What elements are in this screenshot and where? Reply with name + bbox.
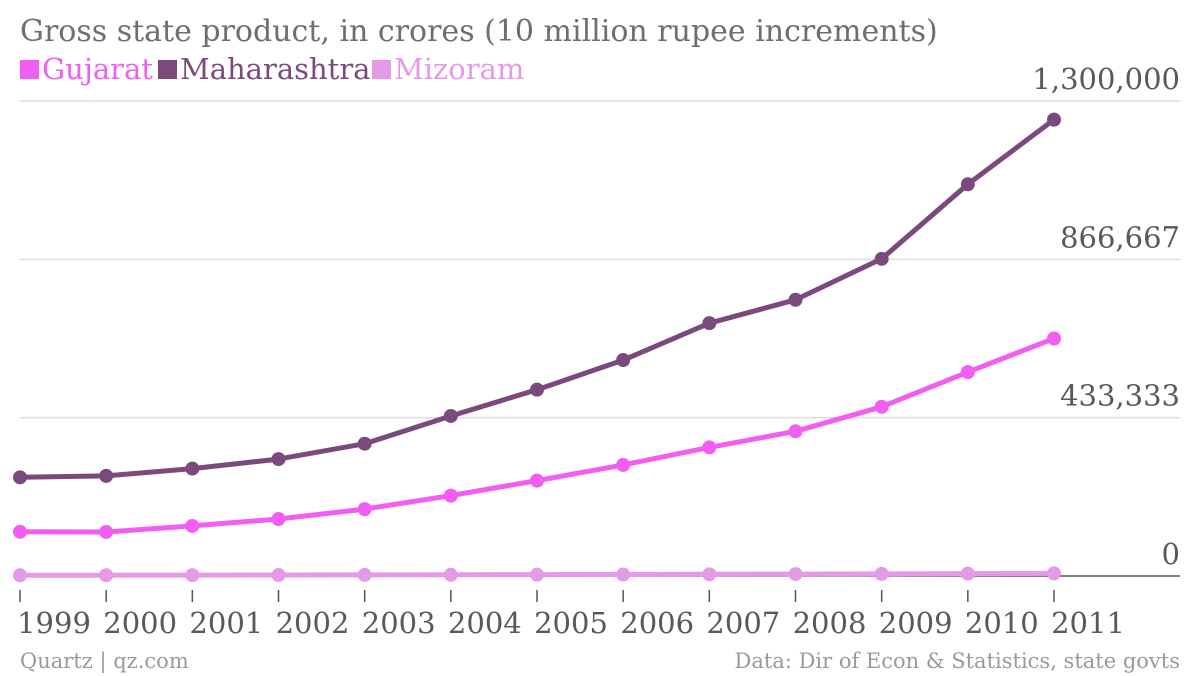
point-maharashtra-2007 xyxy=(702,316,717,331)
point-gujarat-2001 xyxy=(185,518,200,533)
x-tick-label: 2004 xyxy=(448,606,522,640)
point-gujarat-2011 xyxy=(1047,331,1061,346)
point-maharashtra-1999 xyxy=(13,470,27,485)
point-mizoram-2005 xyxy=(530,567,544,582)
footer-source-right: Data: Dir of Econ & Statistics, state go… xyxy=(735,649,1181,673)
point-mizoram-2008 xyxy=(788,567,803,582)
y-tick-label: 0 xyxy=(1162,537,1180,571)
chart-title: Gross state product, in crores (10 milli… xyxy=(20,14,938,49)
point-gujarat-2005 xyxy=(530,473,544,488)
point-mizoram-2000 xyxy=(99,568,114,583)
point-mizoram-2004 xyxy=(443,567,458,582)
series-line-maharashtra xyxy=(17,117,1057,480)
point-maharashtra-2009 xyxy=(874,251,889,266)
point-mizoram-2003 xyxy=(357,567,372,582)
point-gujarat-2002 xyxy=(271,512,286,526)
gridlines xyxy=(20,100,1180,419)
legend-label-maharashtra: Maharashtra xyxy=(180,52,370,86)
x-tick-label: 2008 xyxy=(793,606,867,640)
point-gujarat-2009 xyxy=(874,399,889,414)
legend-item-maharashtra: Maharashtra xyxy=(158,52,370,86)
series-maharashtra xyxy=(13,112,1061,485)
legend-swatch-mizoram xyxy=(372,60,391,79)
point-gujarat-2008 xyxy=(788,424,803,439)
point-maharashtra-2003 xyxy=(357,436,372,451)
series-mizoram xyxy=(13,566,1061,583)
legend-label-gujarat: Gujarat xyxy=(42,52,153,86)
point-gujarat-2003 xyxy=(357,502,372,517)
point-mizoram-2010 xyxy=(960,566,975,581)
point-maharashtra-2004 xyxy=(443,408,458,423)
x-tick-label: 2010 xyxy=(965,606,1039,640)
point-mizoram-2006 xyxy=(616,567,631,582)
legend-item-mizoram: Mizoram xyxy=(372,52,524,86)
point-maharashtra-2011 xyxy=(1047,112,1061,127)
x-tick-label: 2000 xyxy=(103,606,177,640)
point-mizoram-2002 xyxy=(271,568,286,583)
point-maharashtra-2006 xyxy=(616,353,631,368)
legend-swatch-gujarat xyxy=(20,60,39,79)
point-maharashtra-2001 xyxy=(185,461,200,476)
point-maharashtra-2008 xyxy=(788,292,803,307)
x-tick-label: 2007 xyxy=(706,606,780,640)
x-axis-ticks: 1999 2000 2001 2002 2003 2004 2005 2006 2007 2008… xyxy=(17,606,1125,640)
point-mizoram-2011 xyxy=(1047,566,1061,581)
point-maharashtra-2002 xyxy=(271,452,286,467)
point-gujarat-2007 xyxy=(702,440,717,455)
point-mizoram-2001 xyxy=(185,568,200,583)
point-maharashtra-2010 xyxy=(960,177,975,192)
legend-item-gujarat: Gujarat xyxy=(20,52,153,86)
x-tick-label: 2009 xyxy=(879,606,953,640)
y-tick-label: 1,300,000 xyxy=(1032,62,1180,96)
legend-label-mizoram: Mizoram xyxy=(394,52,524,86)
point-gujarat-2004 xyxy=(443,488,458,503)
y-tick-label: 866,667 xyxy=(1060,220,1180,254)
x-tick-label: 2002 xyxy=(276,606,350,640)
point-mizoram-2009 xyxy=(874,566,889,581)
series-gujarat xyxy=(13,331,1061,539)
x-tick-label: 1999 xyxy=(17,606,91,640)
x-tick-label: 2001 xyxy=(189,606,263,640)
x-tick-label: 2003 xyxy=(362,606,436,640)
legend-swatch-maharashtra xyxy=(158,60,177,79)
point-maharashtra-2000 xyxy=(99,468,114,483)
legend: Gujarat Maharashtra Mizoram xyxy=(20,52,524,86)
point-maharashtra-2005 xyxy=(530,382,544,397)
point-mizoram-2007 xyxy=(702,567,717,582)
point-mizoram-1999 xyxy=(13,568,27,583)
point-gujarat-2006 xyxy=(616,457,631,472)
point-gujarat-2010 xyxy=(960,365,975,380)
footer-source-left: Quartz | qz.com xyxy=(20,649,189,674)
series-lines xyxy=(13,112,1061,583)
x-tick-label: 2006 xyxy=(620,606,694,640)
x-tick-label: 2005 xyxy=(534,606,608,640)
point-gujarat-1999 xyxy=(13,524,27,539)
x-tick-label: 2011 xyxy=(1051,606,1125,640)
series-line-gujarat xyxy=(17,336,1057,535)
y-axis-ticks: 0 433,333 866,667 1,300,000 xyxy=(1032,62,1180,571)
y-tick-label: 433,333 xyxy=(1060,379,1180,413)
point-gujarat-2000 xyxy=(99,524,114,539)
